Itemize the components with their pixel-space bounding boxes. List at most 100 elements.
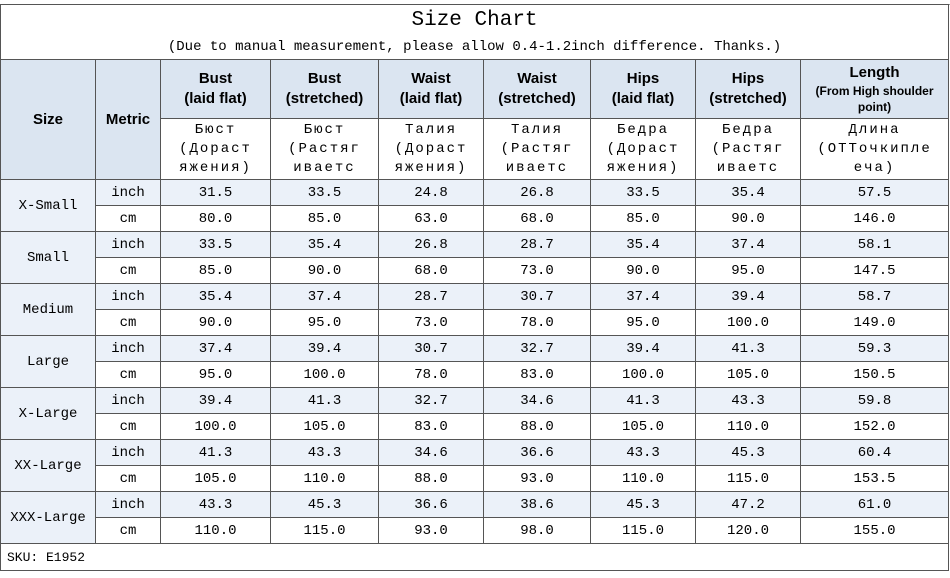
value-cell: 28.7 — [378, 283, 484, 310]
data-row: Medium inch 35.4 37.4 28.7 30.7 37.4 39.4 58.7 — [0, 283, 950, 336]
value-cell: 33.5 — [270, 179, 379, 206]
value-cell: 93.0 — [378, 517, 484, 544]
header-line: Hips — [626, 70, 660, 87]
value-cell: 95.0 — [695, 257, 801, 284]
value-cell: 147.5 — [799, 257, 950, 284]
header-line: (laid flat) — [611, 90, 675, 107]
header-line: (stretched) — [498, 90, 576, 107]
russian-header: Талия (Дораст яжения) — [378, 118, 484, 180]
size-cell: Large — [0, 335, 96, 388]
header-line: Бюст — [194, 121, 237, 138]
value-cell: 110.0 — [590, 465, 696, 492]
data-row: X-Large inch 39.4 41.3 32.7 34.6 41.3 43.3 59.8 — [0, 387, 950, 440]
column-header: Waist (stretched) — [483, 59, 591, 119]
value-cell: 105.0 — [695, 361, 801, 388]
value-cell: 100.0 — [270, 361, 379, 388]
value-cell: 78.0 — [483, 309, 591, 336]
header-line: Waist — [411, 70, 451, 87]
value-cell: 105.0 — [160, 465, 271, 492]
value-cell: 47.2 — [695, 491, 801, 518]
column-header: Length (From High shoulder point) — [799, 59, 950, 119]
value-cell: 93.0 — [483, 465, 591, 492]
data-row: cm 100.0 105.0 83.0 88.0 105.0 110.0 152.0 — [1, 413, 950, 440]
value-cell: 78.0 — [378, 361, 484, 388]
value-cell: 37.4 — [590, 283, 696, 310]
value-cell: 100.0 — [160, 413, 271, 440]
header-line: яжения) — [394, 159, 468, 176]
value-cell: 59.3 — [799, 335, 950, 362]
value-cell: 35.4 — [160, 283, 271, 310]
header-line: (stretched) — [285, 90, 364, 107]
value-cell: 95.0 — [160, 361, 271, 388]
metric-cell: inch — [95, 491, 161, 518]
value-cell: 149.0 — [799, 309, 950, 336]
value-cell: 31.5 — [160, 179, 271, 206]
header-line: иваетс — [293, 159, 356, 176]
title-row: Size Chart — [0, 4, 950, 35]
value-cell: 58.1 — [799, 231, 950, 258]
data-row: cm 90.0 95.0 73.0 78.0 95.0 100.0 149.0 — [1, 309, 950, 336]
value-cell: 41.3 — [270, 387, 379, 414]
size-table: Size Chart (Due to manual measurement, pl… — [0, 4, 950, 571]
value-cell: 120.0 — [695, 517, 801, 544]
column-header: Size — [0, 59, 96, 180]
column-header: Bust (stretched) — [270, 59, 379, 119]
value-cell: 39.4 — [695, 283, 801, 310]
russian-header-row: Бюст (Дораст яжения) Бюст (Растяг иваетс Талия… — [1, 118, 950, 180]
header-line: Талия — [510, 121, 563, 138]
header-line: Длина — [848, 121, 901, 138]
value-cell: 24.8 — [378, 179, 484, 206]
value-cell: 80.0 — [160, 205, 271, 232]
value-cell: 110.0 — [695, 413, 801, 440]
value-cell: 85.0 — [270, 205, 379, 232]
header-line: (Дораст — [179, 140, 252, 157]
data-row: cm 80.0 85.0 63.0 68.0 85.0 90.0 146.0 — [1, 205, 950, 232]
value-cell: 59.8 — [799, 387, 950, 414]
value-cell: 88.0 — [483, 413, 591, 440]
metric-cell: cm — [95, 257, 161, 284]
russian-header: Бедра (Дораст яжения) — [590, 118, 696, 180]
value-cell: 35.4 — [270, 231, 379, 258]
metric-cell: inch — [95, 335, 161, 362]
data-row: cm 105.0 110.0 88.0 93.0 110.0 115.0 153.5 — [1, 465, 950, 492]
value-cell: 105.0 — [270, 413, 379, 440]
size-cell: X-Large — [0, 387, 96, 440]
value-cell: 83.0 — [378, 413, 484, 440]
value-cell: 32.7 — [378, 387, 484, 414]
size-cell: Medium — [0, 283, 96, 336]
value-cell: 34.6 — [378, 439, 484, 466]
value-cell: 146.0 — [799, 205, 950, 232]
value-cell: 34.6 — [483, 387, 591, 414]
value-cell: 43.3 — [160, 491, 271, 518]
column-header: Bust (laid flat) — [160, 59, 271, 119]
value-cell: 35.4 — [590, 231, 696, 258]
value-cell: 41.3 — [695, 335, 801, 362]
value-cell: 90.0 — [590, 257, 696, 284]
value-cell: 43.3 — [590, 439, 696, 466]
value-cell: 58.7 — [799, 283, 950, 310]
value-cell: 39.4 — [160, 387, 271, 414]
header-line: (Дораст — [606, 140, 680, 157]
header-row: Size Metric Bust (laid flat) Bust (stretched)… — [0, 59, 950, 180]
data-row: Small inch 33.5 35.4 26.8 28.7 35.4 37.4 58.1 — [0, 231, 950, 284]
header-line: (laid flat) — [184, 90, 247, 107]
value-cell: 85.0 — [590, 205, 696, 232]
header-line: (Дораст — [394, 140, 468, 157]
value-cell: 37.4 — [695, 231, 801, 258]
russian-header: Бюст (Растяг иваетс — [270, 118, 379, 180]
value-cell: 38.6 — [483, 491, 591, 518]
value-cell: 73.0 — [378, 309, 484, 336]
value-cell: 88.0 — [378, 465, 484, 492]
value-cell: 115.0 — [270, 517, 379, 544]
value-cell: 45.3 — [695, 439, 801, 466]
metric-cell: cm — [95, 465, 161, 492]
value-cell: 33.5 — [590, 179, 696, 206]
header-line: яжения) — [606, 159, 680, 176]
data-row: cm 85.0 90.0 68.0 73.0 90.0 95.0 147.5 — [1, 257, 950, 284]
header-line: Bust — [307, 70, 342, 87]
value-cell: 105.0 — [590, 413, 696, 440]
value-cell: 26.8 — [378, 231, 484, 258]
data-row: XX-Large inch 41.3 43.3 34.6 36.6 43.3 45.3 60.4 — [0, 439, 950, 492]
value-cell: 57.5 — [799, 179, 950, 206]
